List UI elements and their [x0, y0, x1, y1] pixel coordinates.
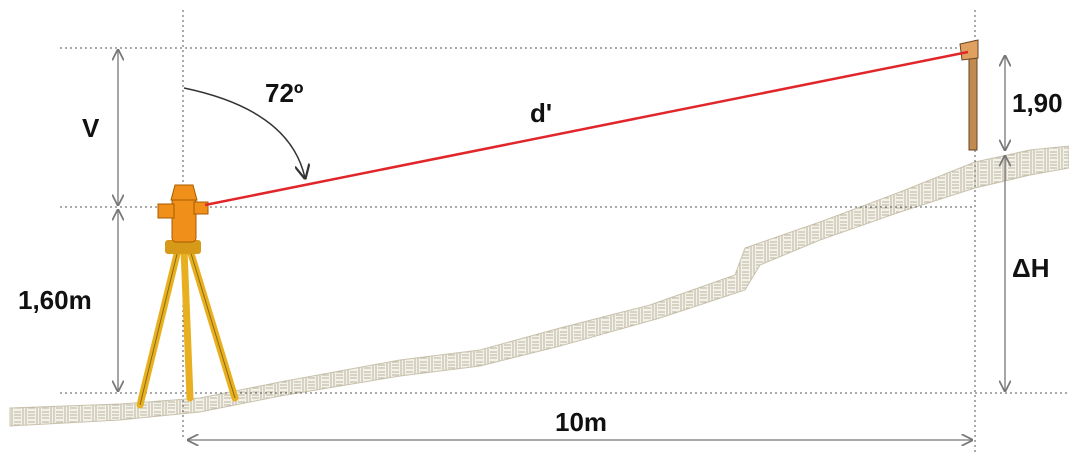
sight-line — [204, 50, 969, 207]
reference-lines — [60, 10, 1069, 455]
angle-arc — [183, 87, 305, 178]
delta-h-label: ΔH — [1012, 253, 1049, 283]
leveling-staff — [959, 39, 979, 151]
v-label: V — [82, 113, 100, 143]
staff-height-label: 1,90 — [1012, 88, 1063, 118]
instrument-height-label: 1,60m — [18, 285, 92, 315]
dimension-lines — [118, 50, 1005, 440]
d-label: d' — [530, 98, 552, 128]
distance-label: 10m — [555, 407, 607, 437]
angle-label: 72º — [265, 78, 304, 108]
terrain — [9, 145, 1069, 427]
total-station — [136, 184, 239, 409]
